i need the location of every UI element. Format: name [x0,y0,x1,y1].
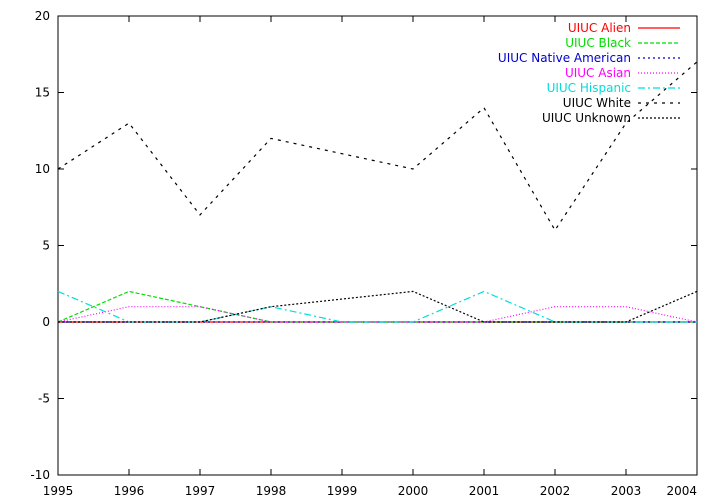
series-line-uiuc-unknown [58,290,698,323]
y-tick-label: 0 [42,315,50,329]
y-tick-label: 15 [35,86,50,100]
y-tick-label: -5 [38,392,50,406]
x-tick-label: 2004 [666,484,697,498]
legend-label: UIUC Black [565,36,631,50]
x-tick-label: 2002 [540,484,571,498]
axes: -10 -5 0 5 10 15 20 1995 1996 1997 1998 1999 2000 200… [30,9,698,498]
legend-label: UIUC Alien [568,21,631,35]
legend-label: UIUC Unknown [542,111,631,125]
legend-label: UIUC Native American [498,51,631,65]
x-tick-label: 1998 [256,484,287,498]
x-tick-label: 2001 [469,484,500,498]
x-tick-label: 2003 [611,484,642,498]
x-tick-label: 1995 [43,484,74,498]
y-tick-label: 5 [42,239,50,253]
y-tick-label: 20 [35,9,50,23]
x-tick-label: 2000 [398,484,429,498]
series-lines [57,61,698,323]
series-line-uiuc-black [57,290,697,323]
legend-label: UIUC Hispanic [547,81,631,95]
series-line-uiuc-hispanic [57,290,697,323]
series-line-uiuc-asian [57,306,698,323]
legend-label: UIUC Asian [565,66,631,80]
y-tick-label: -10 [30,468,50,482]
x-tick-label: 1996 [114,484,145,498]
x-tick-label: 1999 [327,484,358,498]
x-tick-label: 1997 [185,484,216,498]
legend-label: UIUC White [563,96,631,110]
y-tick-label: 10 [35,162,50,176]
